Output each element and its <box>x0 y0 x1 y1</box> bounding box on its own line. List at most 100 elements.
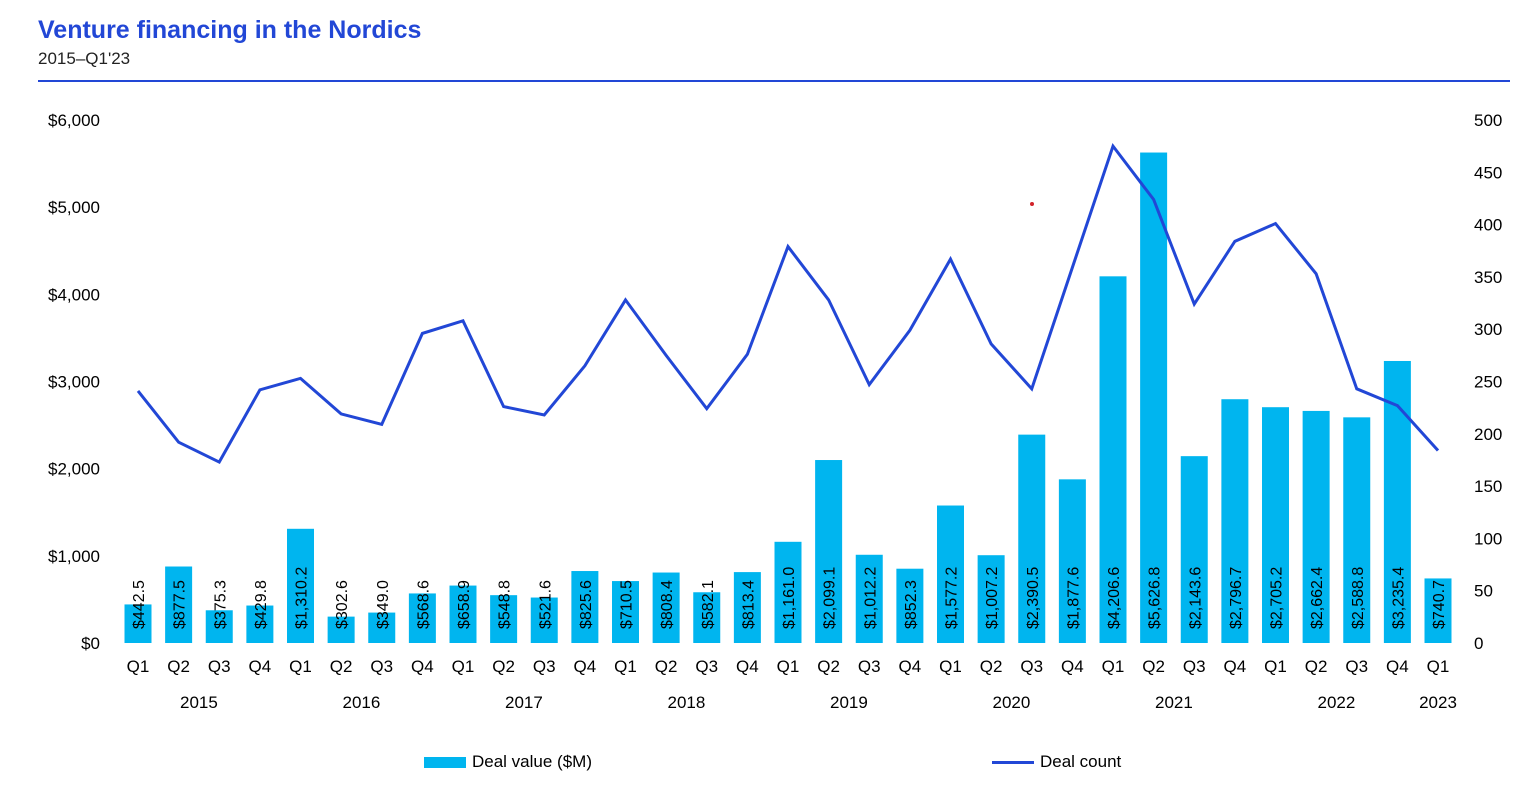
bar-data-label: $852.3 <box>903 580 920 629</box>
left-axis-tick-label: $2,000 <box>48 460 100 479</box>
x-axis-quarter-label: Q4 <box>574 657 597 676</box>
bar-data-label: $825.6 <box>578 580 595 629</box>
bar <box>530 597 558 643</box>
bar-data-label: $521.6 <box>537 580 554 629</box>
bar-data-label: $2,588.8 <box>1350 567 1367 629</box>
x-axis-year-label: 2017 <box>505 693 543 712</box>
right-axis-tick-label: 350 <box>1474 268 1502 287</box>
x-axis-quarter-label: Q2 <box>1305 657 1328 676</box>
bar-data-label: $2,662.4 <box>1309 567 1326 629</box>
left-axis-tick-label: $0 <box>81 634 100 653</box>
bar-data-label: $2,796.7 <box>1228 567 1245 629</box>
bar-data-label: $302.6 <box>334 580 351 629</box>
x-axis-quarter-label: Q3 <box>370 657 393 676</box>
bar <box>855 554 883 643</box>
bar-data-label: $4,206.6 <box>1106 567 1123 629</box>
left-axis-tick-label: $3,000 <box>48 373 100 392</box>
bar-data-label: $740.7 <box>1431 580 1448 629</box>
x-axis-quarter-label: Q2 <box>980 657 1003 676</box>
right-axis-tick-label: 400 <box>1474 216 1502 235</box>
x-axis-quarter-label: Q1 <box>1102 657 1125 676</box>
stray-dot <box>1030 202 1034 206</box>
bar-data-label: $1,310.2 <box>294 567 311 629</box>
bar <box>368 612 396 643</box>
right-axis-tick-label: 250 <box>1474 373 1502 392</box>
bar <box>1140 152 1168 644</box>
x-axis-quarter-label: Q4 <box>1386 657 1409 676</box>
bar-data-label: $2,705.2 <box>1269 567 1286 629</box>
bar-data-label: $582.1 <box>700 580 717 629</box>
bar-data-label: $349.0 <box>375 580 392 629</box>
x-axis-quarter-label: Q3 <box>1345 657 1368 676</box>
left-axis: $0 $1,000 $2,000 $3,000 $4,000 $5,000 $6,000 <box>48 111 100 653</box>
bar <box>612 581 639 643</box>
right-axis-tick-label: 300 <box>1474 320 1502 339</box>
bar-data-labels: $442.5 $877.5 $375.3 $429.8 $1,310.2 $302.6 $3… <box>131 567 1448 629</box>
bar <box>1180 456 1208 643</box>
x-axis-quarter-label: Q1 <box>127 657 150 676</box>
bar-data-label: $2,390.5 <box>1025 567 1042 629</box>
x-axis-quarter-label: Q3 <box>533 657 556 676</box>
bar-data-label: $813.4 <box>740 580 757 629</box>
x-axis-quarter-label: Q1 <box>452 657 475 676</box>
right-axis-tick-label: 450 <box>1474 163 1502 182</box>
title-divider <box>38 80 1510 82</box>
bar-data-label: $1,007.2 <box>984 567 1001 629</box>
x-axis-quarter-label: Q1 <box>289 657 312 676</box>
bar <box>1424 578 1452 643</box>
bar <box>1343 417 1371 643</box>
x-axis-year-label: 2023 <box>1419 693 1457 712</box>
x-axis-quarter-label: Q4 <box>249 657 272 676</box>
bar <box>652 572 680 643</box>
bar <box>733 572 761 643</box>
bar <box>1221 399 1249 643</box>
line-series-deal-count <box>136 142 1440 465</box>
bar <box>246 605 274 643</box>
x-axis-year-label: 2015 <box>180 693 218 712</box>
chart-subtitle: 2015–Q1'23 <box>38 49 131 68</box>
left-axis-tick-label: $6,000 <box>48 111 100 130</box>
bar <box>896 568 924 643</box>
x-axis-quarter-label: Q2 <box>1142 657 1165 676</box>
bar-data-label: $2,099.1 <box>822 567 839 629</box>
bar <box>1262 407 1289 643</box>
bar-data-label: $658.9 <box>456 580 473 629</box>
x-axis-quarter-label: Q1 <box>1427 657 1450 676</box>
x-axis-quarter-label: Q2 <box>817 657 840 676</box>
x-axis-year-label: 2019 <box>830 693 868 712</box>
x-axis-year-label: 2022 <box>1318 693 1356 712</box>
right-axis-tick-label: 100 <box>1474 529 1502 548</box>
x-axis-quarter-label: Q4 <box>899 657 922 676</box>
left-axis-tick-label: $5,000 <box>48 198 100 217</box>
bar <box>693 592 721 643</box>
right-axis-tick-label: 150 <box>1474 477 1502 496</box>
bar-data-label: $808.4 <box>659 580 676 629</box>
bar <box>815 460 843 643</box>
bar <box>449 585 477 643</box>
x-axis-quarter-label: Q4 <box>1061 657 1084 676</box>
bar <box>977 555 1005 643</box>
x-axis-quarter-label: Q1 <box>777 657 800 676</box>
bar <box>327 616 355 643</box>
bar <box>287 528 314 643</box>
bar-data-label: $877.5 <box>172 580 189 629</box>
bar-data-label: $442.5 <box>131 580 148 629</box>
bar-data-label: $2,143.6 <box>1187 567 1204 629</box>
bar-data-label: $429.8 <box>253 580 270 629</box>
bar-data-label: $710.5 <box>619 580 636 629</box>
right-axis-tick-label: 50 <box>1474 582 1493 601</box>
bar-data-label: $1,161.0 <box>781 567 798 629</box>
legend-bar-swatch <box>424 756 466 768</box>
bar <box>937 505 964 643</box>
left-axis-tick-label: $1,000 <box>48 547 100 566</box>
x-axis-quarter-label: Q3 <box>695 657 718 676</box>
bar <box>205 610 233 643</box>
x-axis-quarter-label: Q2 <box>492 657 515 676</box>
right-axis-tick-label: 200 <box>1474 425 1502 444</box>
legend-line-swatch <box>992 760 1034 764</box>
bar <box>571 571 599 643</box>
x-axis-quarter-label: Q3 <box>208 657 231 676</box>
bar-data-label: $568.6 <box>415 580 432 629</box>
bar-series-deal-value <box>124 152 1452 644</box>
